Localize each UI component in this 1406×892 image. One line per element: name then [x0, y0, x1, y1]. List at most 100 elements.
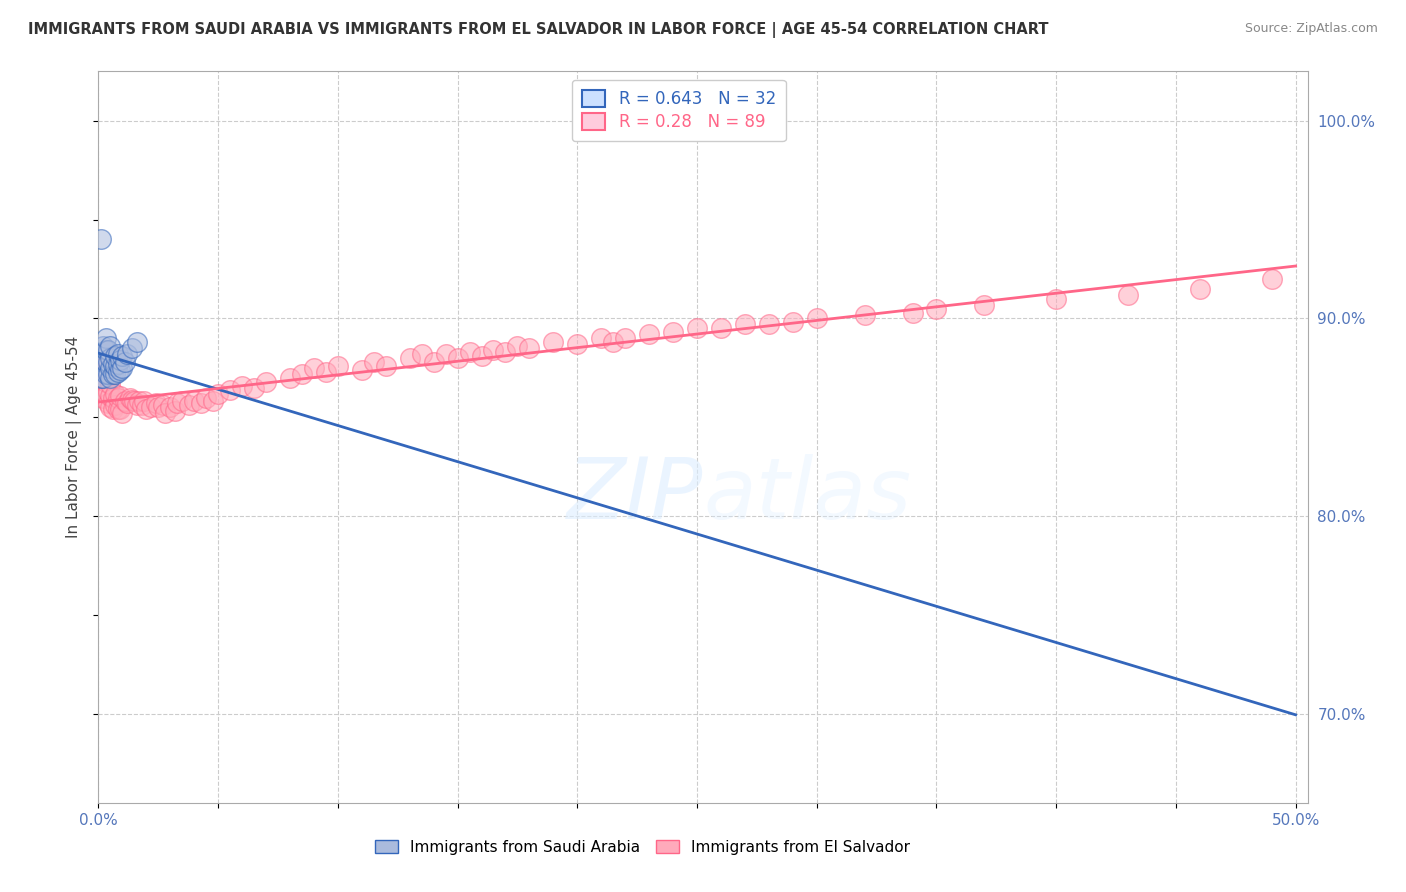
- Point: [458, 345, 481, 359]
- Point: [519, 341, 541, 355]
- Point: [710, 321, 733, 335]
- Point: [1045, 292, 1067, 306]
- Point: [100, 351, 122, 365]
- Point: [1116, 287, 1139, 301]
- Text: ZIP: ZIP: [567, 454, 703, 537]
- Point: [114, 355, 136, 369]
- Point: [107, 402, 129, 417]
- Point: [734, 318, 756, 332]
- Point: [302, 360, 325, 375]
- Point: [90, 232, 112, 246]
- Text: atlas: atlas: [703, 454, 911, 537]
- Point: [152, 399, 174, 413]
- Point: [398, 351, 420, 365]
- Point: [166, 396, 188, 410]
- Point: [148, 401, 170, 415]
- Point: [97, 355, 120, 369]
- Point: [614, 331, 637, 345]
- Point: [94, 355, 117, 369]
- Point: [97, 384, 120, 399]
- Text: Source: ZipAtlas.com: Source: ZipAtlas.com: [1244, 22, 1378, 36]
- Point: [901, 305, 924, 319]
- Legend: Immigrants from Saudi Arabia, Immigrants from El Salvador: Immigrants from Saudi Arabia, Immigrants…: [370, 834, 915, 861]
- Point: [104, 349, 127, 363]
- Point: [132, 394, 155, 409]
- Point: [104, 399, 127, 413]
- Point: [124, 394, 146, 409]
- Point: [782, 315, 804, 329]
- Point: [111, 360, 134, 375]
- Point: [374, 359, 396, 373]
- Point: [853, 308, 876, 322]
- Point: [207, 386, 229, 401]
- Point: [1188, 282, 1211, 296]
- Point: [100, 339, 122, 353]
- Point: [90, 360, 112, 375]
- Point: [101, 367, 124, 381]
- Point: [163, 404, 186, 418]
- Point: [97, 396, 120, 410]
- Point: [108, 402, 131, 417]
- Point: [602, 335, 624, 350]
- Point: [434, 347, 457, 361]
- Point: [97, 367, 120, 381]
- Point: [100, 376, 122, 391]
- Point: [91, 339, 114, 353]
- Point: [125, 335, 148, 350]
- Point: [104, 386, 127, 401]
- Point: [506, 339, 529, 353]
- Point: [243, 381, 266, 395]
- Point: [91, 371, 114, 385]
- Point: [155, 406, 177, 420]
- Point: [107, 357, 129, 371]
- Point: [758, 318, 780, 332]
- Point: [97, 343, 120, 357]
- Point: [94, 343, 117, 357]
- Point: [111, 406, 134, 420]
- Point: [145, 396, 167, 410]
- Point: [183, 394, 205, 409]
- Point: [91, 355, 114, 369]
- Point: [291, 367, 314, 381]
- Point: [806, 311, 828, 326]
- Point: [101, 357, 124, 371]
- Point: [107, 391, 129, 405]
- Point: [90, 371, 112, 385]
- Point: [114, 394, 136, 409]
- Point: [190, 396, 212, 410]
- Point: [100, 401, 122, 415]
- Point: [107, 365, 129, 379]
- Point: [159, 401, 181, 415]
- Point: [315, 365, 337, 379]
- Point: [108, 353, 131, 368]
- Point: [108, 363, 131, 377]
- Point: [662, 326, 685, 340]
- Point: [94, 386, 117, 401]
- Point: [100, 360, 122, 375]
- Point: [350, 363, 373, 377]
- Point: [94, 331, 117, 345]
- Point: [470, 349, 492, 363]
- Point: [118, 391, 141, 405]
- Point: [195, 391, 218, 405]
- Point: [231, 378, 253, 392]
- Point: [567, 337, 589, 351]
- Point: [121, 341, 143, 355]
- Point: [91, 391, 114, 405]
- Point: [101, 391, 124, 405]
- Point: [91, 371, 114, 385]
- Point: [973, 298, 995, 312]
- Point: [100, 371, 122, 385]
- Point: [94, 363, 117, 377]
- Point: [326, 359, 349, 373]
- Y-axis label: In Labor Force | Age 45-54: In Labor Force | Age 45-54: [66, 336, 83, 538]
- Point: [254, 375, 277, 389]
- Point: [202, 394, 225, 409]
- Text: IMMIGRANTS FROM SAUDI ARABIA VS IMMIGRANTS FROM EL SALVADOR IN LABOR FORCE | AGE: IMMIGRANTS FROM SAUDI ARABIA VS IMMIGRAN…: [28, 22, 1049, 38]
- Point: [172, 394, 194, 409]
- Point: [100, 388, 122, 402]
- Point: [446, 351, 468, 365]
- Point: [125, 399, 148, 413]
- Point: [363, 355, 385, 369]
- Point: [94, 367, 117, 381]
